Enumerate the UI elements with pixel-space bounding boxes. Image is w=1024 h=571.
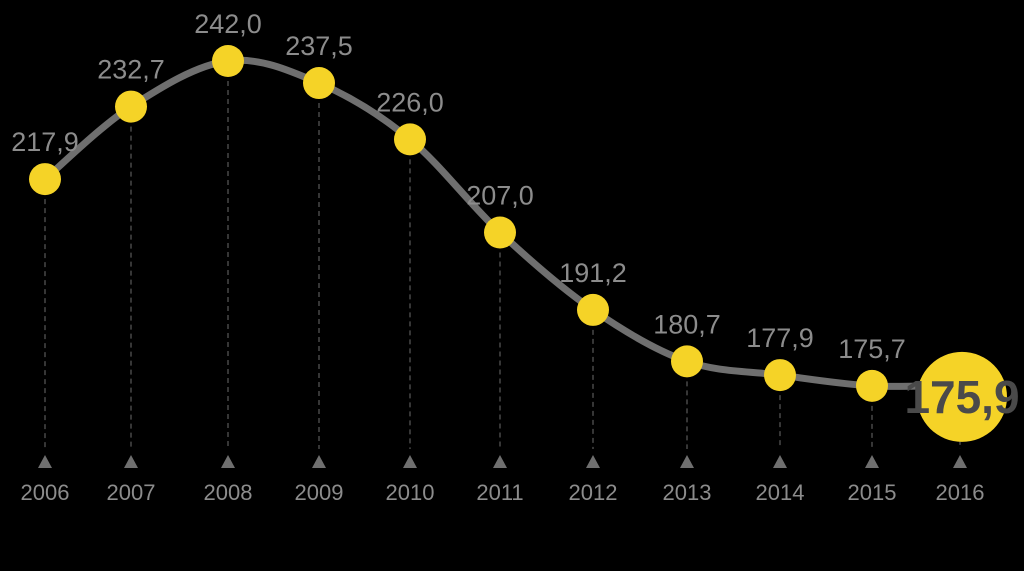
data-markers	[29, 45, 1007, 442]
axis-tick-2010	[403, 455, 417, 468]
data-point-2006	[29, 163, 61, 196]
axis-tick-2014	[773, 455, 787, 468]
value-labels: 217,9 232,7 242,0 237,5 226,0 207,0 191,2 180,7…	[11, 9, 1019, 423]
x-tick-label-2006: 2006	[21, 480, 70, 505]
x-axis: 2006 2007 2008 2009 2010 2011 2012 2013 2014 2015…	[21, 455, 985, 505]
data-point-2011	[484, 216, 516, 249]
data-point-2013	[671, 345, 703, 378]
x-tick-label-2012: 2012	[569, 480, 618, 505]
value-label-2007: 232,7	[97, 55, 165, 85]
data-point-2016-highlight	[917, 351, 1007, 442]
value-label-2013: 180,7	[653, 309, 721, 339]
x-tick-label-2008: 2008	[204, 480, 253, 505]
x-tick-label-2013: 2013	[663, 480, 712, 505]
value-label-2015: 175,7	[838, 334, 906, 364]
data-point-2015	[856, 369, 888, 402]
data-point-2010	[394, 123, 426, 156]
value-label-2008: 242,0	[194, 9, 262, 39]
guide-lines	[44, 81, 961, 449]
x-tick-label-2014: 2014	[756, 480, 805, 505]
value-label-2014: 177,9	[746, 323, 814, 353]
axis-tick-2008	[221, 455, 235, 468]
x-tick-label-2016: 2016	[936, 480, 985, 505]
x-tick-label-2009: 2009	[295, 480, 344, 505]
value-label-2016: 175,9	[904, 371, 1019, 423]
axis-tick-2007	[124, 455, 138, 468]
value-label-2012: 191,2	[559, 258, 627, 288]
axis-tick-2009	[312, 455, 326, 468]
data-point-2008	[212, 45, 244, 77]
axis-tick-2012	[586, 455, 600, 468]
value-label-2010: 226,0	[376, 87, 444, 117]
data-point-2007	[115, 90, 147, 123]
x-tick-label-2010: 2010	[386, 480, 435, 505]
axis-tick-2011	[493, 455, 507, 468]
value-label-2009: 237,5	[285, 31, 353, 61]
axis-tick-2016	[953, 455, 967, 468]
data-point-2009	[303, 67, 335, 100]
data-point-2012	[577, 293, 609, 326]
value-label-2006: 217,9	[11, 127, 79, 157]
axis-tick-2006	[38, 455, 52, 468]
data-point-2014	[764, 359, 796, 392]
axis-tick-2013	[680, 455, 694, 468]
value-label-2011: 207,0	[466, 181, 534, 211]
x-tick-label-2007: 2007	[107, 480, 156, 505]
axis-tick-2015	[865, 455, 879, 468]
x-tick-label-2011: 2011	[476, 480, 523, 505]
x-tick-label-2015: 2015	[848, 480, 897, 505]
